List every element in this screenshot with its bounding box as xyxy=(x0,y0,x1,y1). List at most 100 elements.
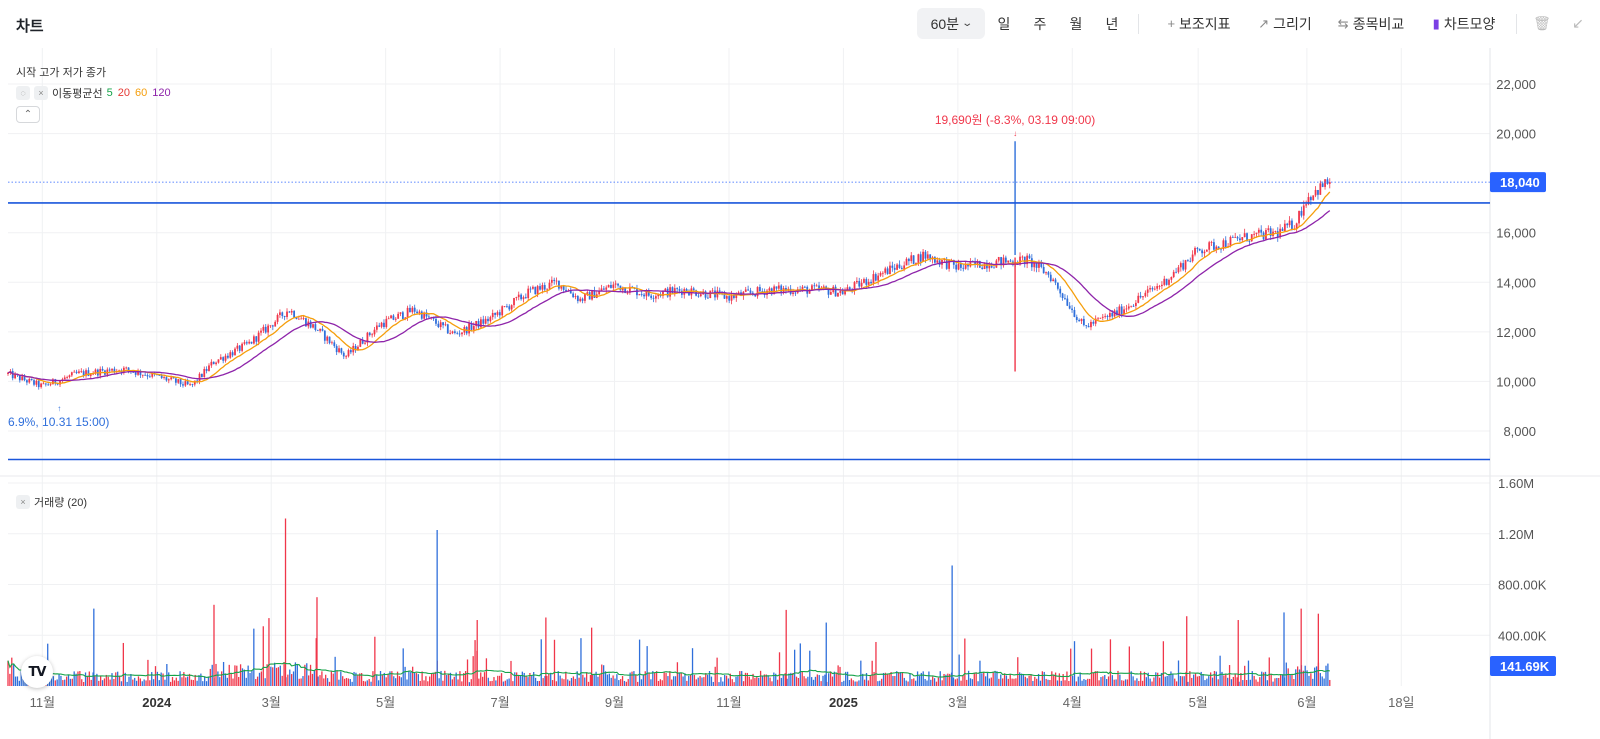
candle xyxy=(132,372,135,373)
pencil-icon: ↗ xyxy=(1258,15,1270,31)
current-volume-label: 141.69K xyxy=(1500,659,1550,674)
interval-month-button[interactable]: 월 xyxy=(1069,15,1083,32)
toolbar-divider xyxy=(1138,14,1139,34)
candle xyxy=(794,292,797,294)
time-axis-tick-label: 11월 xyxy=(716,695,741,710)
candle xyxy=(193,380,196,385)
candle xyxy=(747,289,750,291)
candle xyxy=(839,290,842,293)
candle xyxy=(960,263,962,268)
candle xyxy=(884,268,887,273)
candle xyxy=(170,377,173,380)
interval-year-button[interactable]: 년 xyxy=(1105,15,1119,32)
candle xyxy=(898,264,901,268)
candle xyxy=(1004,257,1007,263)
candle xyxy=(359,339,362,347)
candle xyxy=(1023,256,1026,265)
candle xyxy=(536,286,539,295)
candle xyxy=(725,296,728,299)
candle xyxy=(903,265,906,270)
candle xyxy=(1189,260,1192,262)
interval-dropdown[interactable]: 60분 ⌄ xyxy=(917,8,985,39)
candle xyxy=(248,341,251,344)
close-icon[interactable]: × xyxy=(34,86,48,100)
candle xyxy=(1187,260,1189,262)
candle xyxy=(257,332,260,342)
candle xyxy=(1099,317,1102,319)
candle xyxy=(690,288,693,296)
candle xyxy=(94,369,97,374)
candle xyxy=(255,336,258,342)
candle xyxy=(21,376,24,381)
candle xyxy=(37,380,40,388)
candle xyxy=(1142,296,1144,298)
candle xyxy=(23,376,26,381)
candle xyxy=(692,288,695,291)
candle xyxy=(222,357,225,361)
candle xyxy=(321,328,324,331)
price-axis-tick-label: 10,000 xyxy=(1496,374,1536,389)
candle xyxy=(151,373,154,377)
candle xyxy=(912,255,915,264)
candle xyxy=(640,294,643,296)
chevron-up-icon[interactable]: ⌃ xyxy=(16,106,40,123)
interval-week-button[interactable]: 주 xyxy=(1033,15,1047,32)
candle xyxy=(1085,325,1088,326)
candle xyxy=(628,286,631,293)
candle xyxy=(1269,228,1272,236)
candle xyxy=(349,350,352,353)
candle xyxy=(803,286,806,288)
volume-legend: × 거래량 (20) xyxy=(16,494,87,510)
candle xyxy=(191,384,194,385)
candle xyxy=(581,298,584,301)
candle xyxy=(87,370,90,376)
candle xyxy=(1156,286,1159,289)
candle xyxy=(442,322,444,326)
indicator-button[interactable]: + 보조지표 xyxy=(1157,8,1241,39)
candle xyxy=(1175,271,1177,273)
candle xyxy=(1196,247,1199,249)
candle xyxy=(1191,254,1194,262)
volume-axis-tick-label: 400.00K xyxy=(1498,628,1547,643)
candle xyxy=(837,292,839,297)
tradingview-logo-icon[interactable]: TV xyxy=(21,656,53,688)
candle xyxy=(813,285,816,287)
candle xyxy=(411,307,414,313)
trash-icon[interactable]: 🗑 xyxy=(1533,15,1551,31)
candle xyxy=(75,371,78,373)
candle xyxy=(496,312,499,315)
candle xyxy=(943,259,946,261)
candle xyxy=(924,251,927,259)
chart-style-button[interactable]: ▮ 차트모양 xyxy=(1422,8,1506,39)
candle xyxy=(68,375,71,378)
close-icon[interactable]: × xyxy=(16,495,30,509)
candle xyxy=(676,288,679,290)
candle xyxy=(983,263,986,269)
candle xyxy=(801,286,804,290)
candle xyxy=(1042,266,1045,274)
candle xyxy=(863,279,865,283)
eye-off-icon[interactable]: ◌ xyxy=(16,86,30,100)
candle xyxy=(1326,179,1329,184)
candle xyxy=(1000,257,1003,266)
candle xyxy=(241,343,243,351)
candle xyxy=(735,294,738,299)
candle xyxy=(1177,267,1180,273)
candle xyxy=(730,294,733,301)
draw-button[interactable]: ↗ 그리기 xyxy=(1252,8,1318,39)
candle xyxy=(444,324,447,326)
compare-button[interactable]: ⇆ 종목비교 xyxy=(1329,8,1413,39)
collapse-icon[interactable]: ↙ xyxy=(1572,15,1584,31)
candle xyxy=(335,346,338,353)
candle xyxy=(283,315,286,317)
candle xyxy=(243,342,246,344)
candle xyxy=(33,380,35,385)
interval-day-button[interactable]: 일 xyxy=(997,15,1011,32)
candle xyxy=(425,312,428,317)
candle xyxy=(1080,318,1083,322)
candle xyxy=(662,291,664,296)
candle xyxy=(328,336,331,344)
candle xyxy=(458,333,461,335)
candle xyxy=(1222,240,1225,249)
price-chart[interactable]: 18,040 19,690원 (-8.3%, 03.19 09:00) ↓ ↑ 6.9%… xyxy=(0,48,1600,739)
